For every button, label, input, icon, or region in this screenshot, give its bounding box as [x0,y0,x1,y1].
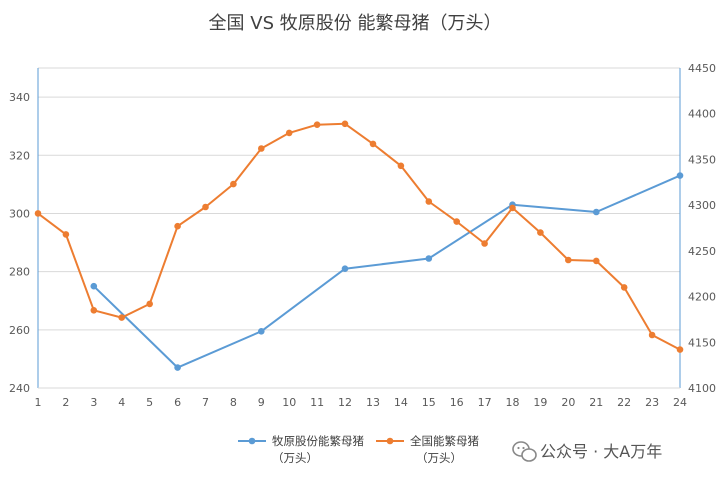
legend: 牧原股份能繁母猪 （万头） 全国能繁母猪 （万头） [238,434,479,465]
data-point [313,121,321,128]
y-right-tick-label: 4200 [688,291,716,304]
legend-label: 牧原股份能繁母猪 [272,434,364,448]
data-point [676,346,684,353]
y-left-tick-label: 260 [9,324,30,337]
legend-label-unit: （万头） [416,451,462,465]
data-point [230,180,237,188]
x-tick-label: 11 [310,396,324,409]
axes: 2402602803003203404100415042004250430043… [9,62,716,409]
y-right-tick-label: 4450 [688,62,716,75]
gridlines [38,67,680,389]
y-right-tick-label: 4300 [688,199,716,212]
chart-title: 全国 VS 牧原股份 能繁母猪（万头） [209,13,502,34]
data-point [202,203,209,211]
x-tick-label: 3 [90,396,97,409]
y-left-tick-label: 240 [9,382,30,395]
x-tick-label: 17 [478,396,492,409]
y-left-tick-label: 340 [9,91,30,104]
x-tick-label: 19 [533,396,547,409]
data-point [174,364,181,371]
data-point [481,240,488,247]
x-tick-label: 20 [561,396,575,409]
data-point [397,162,405,170]
x-tick-label: 14 [394,396,408,409]
data-point [62,231,70,238]
x-tick-label: 21 [589,396,603,409]
data-point [593,208,600,216]
data-point [146,300,153,308]
series-line-2 [37,122,681,351]
data-point [593,257,600,265]
data-point [537,229,544,236]
data-point [341,120,349,128]
watermark: 公众号 · 大A万年 [512,441,662,462]
x-tick-label: 10 [282,396,296,409]
x-tick-label: 9 [258,396,265,409]
data-point [90,307,98,314]
data-point [285,129,293,137]
x-tick-label: 8 [230,396,237,409]
data-point [565,256,572,264]
series-layer [34,120,684,371]
data-point [676,172,684,179]
y-left-tick-label: 320 [9,149,30,162]
legend-label: 全国能繁母猪 [410,434,479,448]
legend-swatch-marker [386,437,394,445]
y-right-tick-label: 4350 [688,153,716,166]
x-tick-label: 5 [146,396,153,409]
series-line-1 [93,174,681,369]
x-tick-label: 12 [338,396,352,409]
data-point [369,140,377,148]
legend-label-unit: （万头） [272,451,318,465]
y-left-tick-label: 280 [9,266,30,279]
data-point [258,145,265,152]
data-point [425,255,433,262]
data-point [425,198,433,205]
data-point [453,218,461,225]
data-point [34,210,42,217]
data-point [648,331,656,339]
x-tick-label: 2 [62,396,69,409]
watermark-text: 公众号 · 大A万年 [540,442,662,461]
wechat-icon [512,441,537,462]
y-right-tick-label: 4250 [688,245,716,258]
y-left-tick-label: 300 [9,207,30,220]
data-point [509,204,516,212]
y-right-tick-label: 4400 [688,108,716,121]
x-tick-label: 7 [202,396,209,409]
x-tick-label: 23 [645,396,659,409]
data-point [341,265,349,273]
y-right-tick-label: 4150 [688,336,716,349]
data-point [620,284,628,291]
x-tick-label: 18 [506,396,520,409]
x-tick-label: 13 [366,396,380,409]
legend-swatch-marker [248,437,256,445]
data-point [174,222,181,230]
data-point [90,282,98,290]
x-tick-label: 1 [35,396,42,409]
x-tick-label: 22 [617,396,631,409]
data-point [258,328,265,335]
data-point [118,314,125,321]
x-tick-label: 4 [118,396,125,409]
x-tick-label: 24 [673,396,687,409]
x-tick-label: 16 [450,396,464,409]
x-tick-label: 6 [174,396,181,409]
x-tick-label: 15 [422,396,436,409]
y-right-tick-label: 4100 [688,382,716,395]
